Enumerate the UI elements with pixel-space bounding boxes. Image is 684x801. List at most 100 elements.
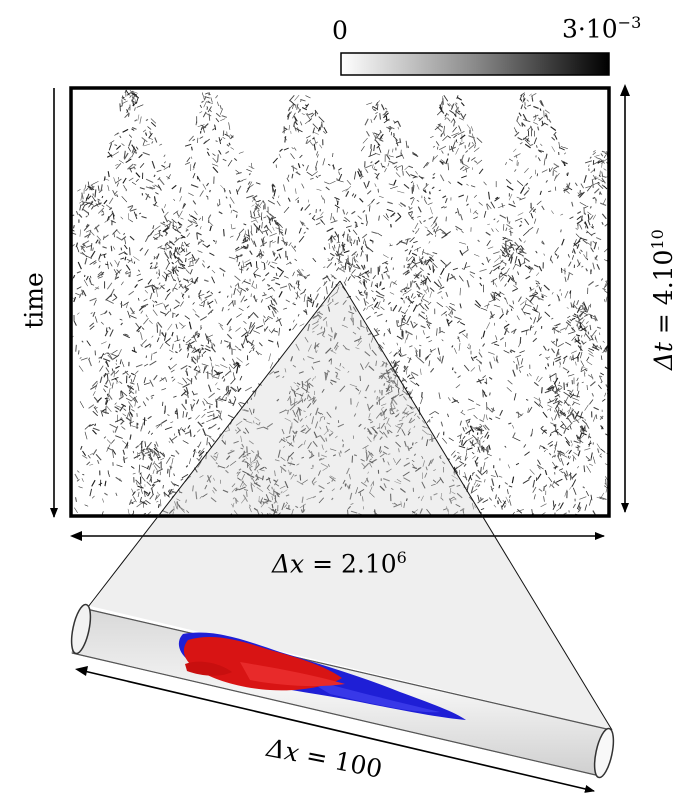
turbulence-stroke [177,247,180,253]
turbulence-stroke [404,289,412,295]
turbulence-stroke [212,239,216,242]
turbulence-stroke [110,245,113,252]
turbulence-stroke [79,357,82,359]
turbulence-stroke [242,338,246,345]
turbulence-stroke [135,146,139,150]
turbulence-stroke [588,164,590,168]
turbulence-stroke [104,397,108,405]
turbulence-stroke [642,472,648,475]
turbulence-stroke [535,282,538,285]
turbulence-stroke [268,353,272,362]
turbulence-stroke [377,329,381,332]
turbulence-stroke [459,433,462,440]
turbulence-stroke [591,232,596,236]
turbulence-stroke [388,275,390,279]
turbulence-stroke [131,181,137,186]
turbulence-stroke [157,321,163,328]
turbulence-stroke [403,365,409,372]
turbulence-stroke [404,271,411,276]
turbulence-stroke [118,159,124,164]
turbulence-stroke [363,181,367,189]
turbulence-stroke [302,221,305,225]
turbulence-stroke [449,109,455,115]
turbulence-stroke [197,250,203,253]
turbulence-stroke [353,171,357,180]
turbulence-stroke [336,179,344,183]
turbulence-stroke [335,435,338,439]
turbulence-stroke [221,115,227,118]
turbulence-stroke [543,581,547,585]
turbulence-stroke [131,128,135,131]
turbulence-stroke [139,472,142,476]
turbulence-stroke [276,248,282,252]
turbulence-stroke [516,180,524,187]
turbulence-stroke [299,220,306,227]
turbulence-stroke [165,378,167,382]
turbulence-stroke [345,225,352,228]
turbulence-stroke [519,187,525,194]
turbulence-stroke [528,372,532,377]
turbulence-stroke [173,304,180,309]
turbulence-stroke [295,343,300,351]
turbulence-stroke [601,150,606,153]
turbulence-stroke [305,165,309,171]
turbulence-stroke [131,491,136,496]
turbulence-stroke [206,290,210,294]
turbulence-stroke [408,265,413,271]
turbulence-stroke [104,397,108,400]
turbulence-stroke [495,494,497,500]
turbulence-stroke [178,348,182,352]
turbulence-stroke [576,244,580,249]
turbulence-stroke [436,226,439,231]
turbulence-stroke [341,324,348,328]
turbulence-stroke [479,419,484,423]
turbulence-stroke [367,332,372,336]
turbulence-stroke [471,442,478,447]
turbulence-stroke [252,285,256,289]
turbulence-stroke [465,150,469,153]
turbulence-stroke [278,327,280,336]
turbulence-stroke [307,344,312,352]
turbulence-stroke [640,424,641,427]
turbulence-stroke [218,291,221,294]
turbulence-stroke [182,383,190,388]
turbulence-stroke [646,513,647,517]
turbulence-stroke [635,251,637,253]
turbulence-stroke [376,177,379,180]
turbulence-stroke [89,185,95,191]
turbulence-stroke [266,260,269,264]
turbulence-stroke [529,286,532,291]
turbulence-stroke [451,141,456,150]
turbulence-stroke [159,247,165,250]
turbulence-stroke [401,286,408,291]
turbulence-stroke [617,210,623,212]
turbulence-stroke [497,204,506,209]
turbulence-stroke [339,363,342,367]
turbulence-stroke [249,261,253,267]
turbulence-stroke [92,391,96,396]
turbulence-stroke [467,407,475,411]
turbulence-stroke [161,419,168,424]
turbulence-stroke [412,281,416,283]
turbulence-stroke [523,564,526,567]
turbulence-stroke [176,335,179,342]
turbulence-stroke [630,473,633,476]
turbulence-stroke [181,403,187,411]
turbulence-stroke [113,177,117,184]
turbulence-stroke [567,455,570,459]
turbulence-stroke [177,221,183,226]
turbulence-stroke [200,344,204,347]
turbulence-stroke [525,182,529,186]
turbulence-stroke [482,389,487,398]
turbulence-stroke [320,326,323,330]
turbulence-stroke [633,481,634,485]
turbulence-stroke [366,180,370,188]
turbulence-stroke [103,253,107,256]
turbulence-stroke [368,365,375,372]
turbulence-stroke [154,263,158,270]
turbulence-stroke [358,272,362,277]
turbulence-stroke [382,165,386,168]
turbulence-stroke [512,300,515,305]
turbulence-stroke [160,222,166,226]
turbulence-stroke [222,357,226,361]
